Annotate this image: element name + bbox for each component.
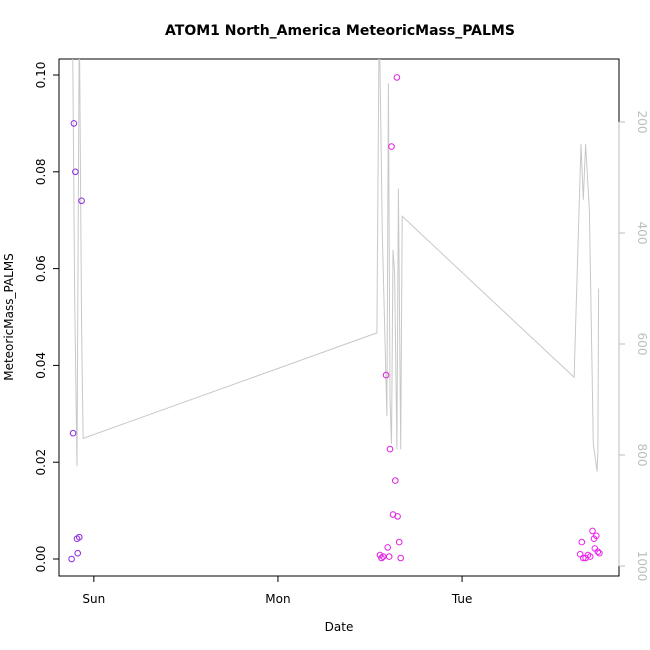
data-point xyxy=(589,527,596,535)
data-point xyxy=(382,371,390,379)
data-point xyxy=(591,545,599,552)
data-point xyxy=(578,538,586,546)
data-point xyxy=(586,553,594,560)
y-tick-label: 0.00 xyxy=(34,546,48,573)
y-tick-label: 0.06 xyxy=(34,255,48,282)
data-point xyxy=(68,555,75,563)
y2-tick-label: 600 xyxy=(635,333,649,356)
data-point xyxy=(394,513,401,520)
y2-tick-label: 800 xyxy=(635,444,649,467)
y2-axis: 200 400 600 800 1000 xyxy=(618,111,649,582)
secondary-series-line xyxy=(72,59,600,472)
y-tick-label: 0.02 xyxy=(34,449,48,476)
data-point xyxy=(593,532,600,540)
x-axis: Sun Mon Tue xyxy=(82,575,473,606)
data-point xyxy=(576,550,584,558)
y-tick-label: 0.10 xyxy=(34,62,48,89)
data-point xyxy=(388,143,395,150)
data-point xyxy=(580,554,587,562)
data-point xyxy=(596,549,603,557)
x-tick-label: Sun xyxy=(82,592,105,606)
y2-tick-label: 400 xyxy=(635,222,649,245)
data-point xyxy=(392,477,399,484)
data-point xyxy=(69,429,77,437)
data-point xyxy=(72,168,79,176)
data-point xyxy=(74,549,81,557)
data-point xyxy=(395,538,403,546)
data-point xyxy=(393,74,401,81)
x-tick-label: Tue xyxy=(451,592,473,606)
data-point xyxy=(378,554,385,562)
x-axis-label: Date xyxy=(325,620,354,634)
data-point xyxy=(397,554,405,562)
y-axis-label: MeteoricMass_PALMS xyxy=(2,253,16,381)
plot-frame xyxy=(58,58,620,577)
y-axis: 0.00 0.02 0.04 0.06 0.08 0.10 xyxy=(34,62,60,573)
data-point xyxy=(594,548,602,556)
y2-tick-label: 200 xyxy=(635,111,649,134)
y-tick-label: 0.08 xyxy=(34,158,48,185)
data-point xyxy=(78,197,85,205)
secondary-line-layer xyxy=(72,59,600,472)
chart-title: ATOM1 North_America MeteoricMass_PALMS xyxy=(165,23,515,39)
data-point xyxy=(385,553,393,560)
data-point xyxy=(384,544,392,551)
data-point xyxy=(386,445,394,453)
x-tick-label: Mon xyxy=(265,592,290,606)
points-layer xyxy=(68,74,603,563)
y-tick-label: 0.04 xyxy=(34,352,48,379)
data-point xyxy=(76,533,83,541)
y2-tick-label: 1000 xyxy=(635,551,649,582)
data-point xyxy=(70,120,78,127)
